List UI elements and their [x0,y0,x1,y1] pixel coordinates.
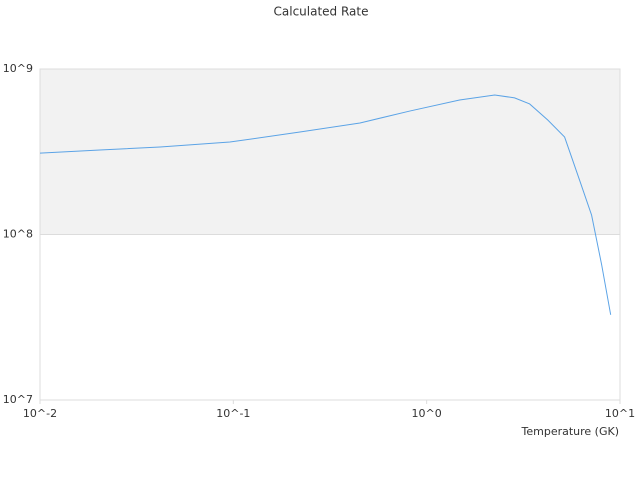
plot-border [39,68,621,401]
x-tick-label: 10^1 [605,407,635,420]
x-tick-label: 10^-2 [23,407,57,420]
line [39,94,612,315]
chart-title: Calculated Rate [274,5,369,19]
x-axis-label: Temperature (GK) [521,425,620,438]
y-tick-label: 10^8 [3,228,33,241]
y-tick-label: 10^7 [3,393,33,406]
x-tick-label: 10^-1 [216,407,250,420]
x-tick-label: 10^0 [412,407,442,420]
y-tick-label: 10^9 [3,62,33,75]
plot-band [40,69,620,235]
